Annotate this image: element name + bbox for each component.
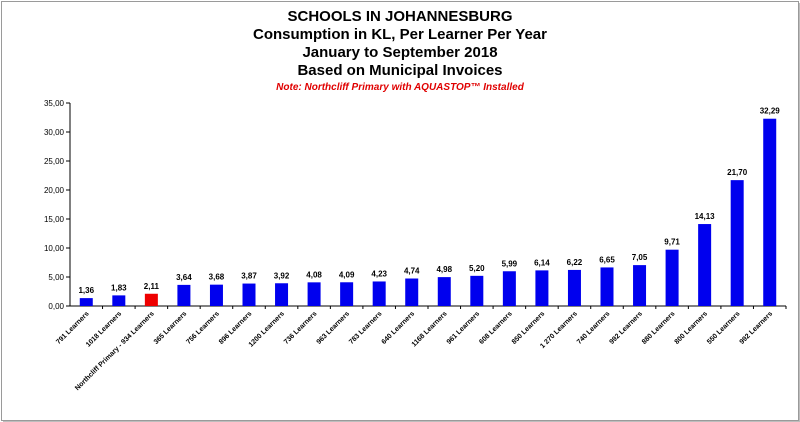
bar	[763, 118, 777, 306]
chart-note: Note: Northcliff Primary with AQUASTOP™ …	[276, 82, 524, 93]
bar	[209, 284, 223, 306]
x-tick-label: 992 Learners	[739, 310, 775, 346]
bar	[470, 275, 484, 306]
data-label: 3,92	[274, 271, 290, 280]
y-tick-label: 30,00	[44, 128, 65, 137]
data-label: 4,09	[339, 270, 355, 279]
x-tick-label: 756 Learners	[185, 310, 221, 346]
bar	[698, 224, 712, 306]
x-tick-label: 783 Learners	[348, 310, 384, 346]
bar	[307, 282, 321, 306]
x-tick-label: 961 Learners	[446, 310, 482, 346]
bar	[340, 282, 354, 306]
chart-title-line-4: Based on Municipal Invoices	[297, 62, 503, 79]
x-tick-label: 880 Learners	[641, 310, 677, 346]
bar	[600, 267, 614, 306]
data-label: 4,74	[404, 267, 420, 276]
x-tick-label: 608 Learners	[478, 310, 514, 346]
bar	[144, 293, 158, 306]
bar	[242, 283, 256, 306]
x-tick-label: 963 Learners	[316, 310, 352, 346]
bar	[633, 265, 647, 306]
x-tick-label: 850 Learners	[511, 310, 547, 346]
bar	[502, 271, 516, 306]
x-tick-label: 365 Learners	[153, 310, 189, 346]
data-label: 6,22	[567, 258, 583, 267]
chart-title-line-3: January to September 2018	[302, 44, 498, 61]
data-label: 4,23	[371, 269, 387, 278]
x-tick-label: 992 Learners	[608, 310, 644, 346]
y-tick-label: 10,00	[44, 244, 65, 253]
data-label: 4,98	[436, 265, 452, 274]
data-label: 3,87	[241, 272, 257, 281]
x-tick-label: 896 Learners	[218, 310, 254, 346]
x-tick-label: 736 Learners	[283, 310, 319, 346]
y-tick-label: 25,00	[44, 157, 65, 166]
bar	[79, 298, 93, 306]
chart-titles: SCHOOLS IN JOHANNESBURG Consumption in K…	[0, 8, 800, 94]
bar	[437, 277, 451, 306]
data-label: 6,65	[599, 255, 615, 264]
bar	[372, 281, 386, 306]
chart-title-line-2: Consumption in KL, Per Learner Per Year	[253, 26, 547, 43]
data-label: 5,20	[469, 264, 485, 273]
data-label: 3,68	[209, 273, 225, 282]
data-label: 6,14	[534, 258, 550, 267]
x-tick-label: 550 Learners	[706, 310, 742, 346]
x-tick-label: 640 Learners	[381, 310, 417, 346]
data-label: 14,13	[695, 212, 716, 221]
data-label: 9,71	[664, 238, 680, 247]
x-tick-label: 740 Learners	[576, 310, 612, 346]
bar	[177, 284, 191, 306]
data-label: 1,36	[78, 286, 94, 295]
y-tick-label: 20,00	[44, 186, 65, 195]
y-tick-label: 0,00	[48, 302, 64, 311]
bar	[567, 269, 581, 306]
x-tick-label: 1200 Learners	[248, 310, 286, 348]
data-label: 7,05	[632, 253, 648, 262]
y-tick-label: 15,00	[44, 215, 65, 224]
data-label: 32,29	[760, 107, 781, 116]
y-tick-label: 35,00	[44, 99, 65, 108]
data-label: 1,83	[111, 283, 127, 292]
bar	[112, 295, 126, 306]
x-tick-label: 1168 Learners	[411, 310, 449, 348]
chart-title-line-1: SCHOOLS IN JOHANNESBURG	[287, 8, 513, 25]
bar	[275, 283, 289, 306]
bar	[665, 249, 679, 306]
y-tick-label: 5,00	[48, 273, 64, 282]
bar	[730, 180, 744, 306]
data-label: 3,64	[176, 273, 192, 282]
data-label: 4,08	[306, 270, 322, 279]
data-label: 21,70	[727, 168, 748, 177]
x-tick-label: 800 Learners	[674, 310, 710, 346]
bar	[405, 278, 419, 306]
bar	[535, 270, 549, 306]
x-tick-label: 791 Learners	[55, 310, 91, 346]
data-label: 2,11	[144, 282, 160, 291]
data-label: 5,99	[502, 259, 518, 268]
